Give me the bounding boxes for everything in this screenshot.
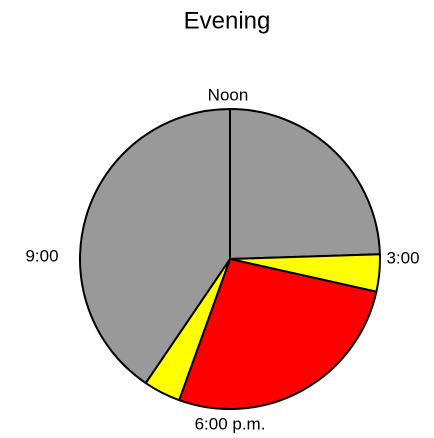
chart-title: Evening	[184, 7, 271, 34]
pie-slice	[178, 258, 378, 410]
annotation: Noon	[208, 85, 249, 104]
annotation: 6:00 p.m.	[195, 414, 266, 433]
pie-slice	[79, 108, 231, 385]
pie-slice	[229, 108, 381, 260]
annotation: 3:00	[386, 248, 419, 267]
annotation: 9:00	[25, 246, 58, 265]
